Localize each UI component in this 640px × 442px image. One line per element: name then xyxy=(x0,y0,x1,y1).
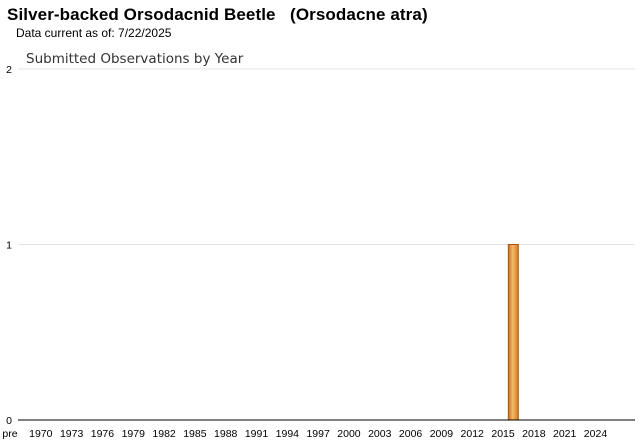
x-tick-label: 2009 xyxy=(430,428,454,440)
y-tick-label: 0 xyxy=(6,415,12,427)
x-tick-label: 1994 xyxy=(276,428,300,440)
x-tick-label: pre xyxy=(2,428,17,440)
x-tick-label: 1979 xyxy=(122,428,146,440)
x-tick-label: 1985 xyxy=(183,428,207,440)
x-tick-label: 2006 xyxy=(399,428,423,440)
x-tick-label: 1988 xyxy=(214,428,238,440)
x-tick-label: 2021 xyxy=(553,428,577,440)
x-tick-label: 1991 xyxy=(245,428,269,440)
x-tick-label: 1982 xyxy=(152,428,176,440)
data-current-date: Data current as of: 7/22/2025 xyxy=(16,26,172,40)
x-tick-label: 1997 xyxy=(306,428,330,440)
y-tick-label: 1 xyxy=(6,240,12,252)
x-tick-label: 2018 xyxy=(522,428,546,440)
bar-2016 xyxy=(507,244,519,421)
y-tick-label: 2 xyxy=(6,64,12,76)
x-tick-label: 1970 xyxy=(29,428,53,440)
x-tick-label: 2024 xyxy=(584,428,608,440)
x-tick-label: 2012 xyxy=(461,428,485,440)
x-tick-label: 1976 xyxy=(91,428,115,440)
chart-title: Submitted Observations by Year xyxy=(26,51,244,67)
x-tick-label: 1973 xyxy=(60,428,84,440)
x-tick-label: 2003 xyxy=(368,428,392,440)
x-tick-label: 2000 xyxy=(337,428,361,440)
page-title: Silver-backed Orsodacnid Beetle (Orsodac… xyxy=(7,5,428,24)
x-tick-label: 2015 xyxy=(491,428,515,440)
